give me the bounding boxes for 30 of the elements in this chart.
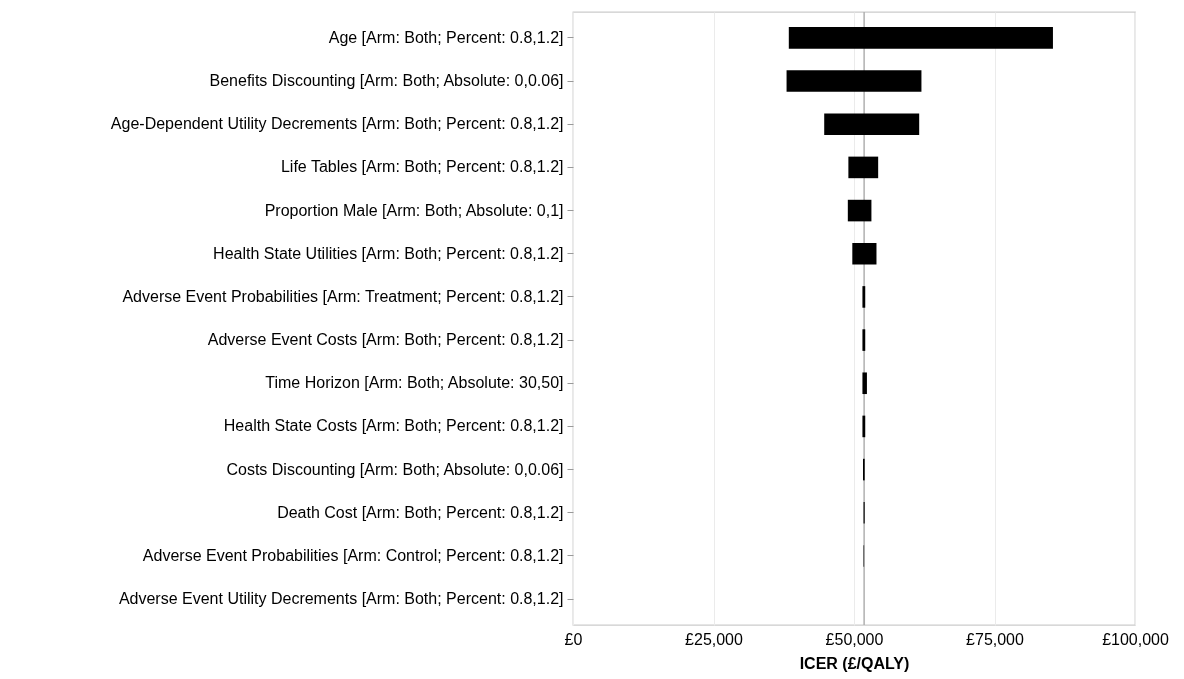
bar xyxy=(847,199,872,222)
y-tick-label: Age-Dependent Utility Decrements [Arm: Both; Percent: 0.8,1.2] xyxy=(110,115,564,133)
bar xyxy=(862,415,866,438)
y-tick-label: Time Horizon [Arm: Both; Absolute: 30,50] xyxy=(265,374,564,392)
bar xyxy=(848,156,879,179)
y-tick-label: Health State Costs [Arm: Both; Percent: 0.8,1.2] xyxy=(223,417,564,435)
y-tick-label: Health State Utilities [Arm: Both; Percent: 0.8,1.2] xyxy=(213,244,564,262)
y-tick-label: Age [Arm: Both; Percent: 0.8,1.2] xyxy=(328,28,564,46)
y-tick-label: Life Tables [Arm: Both; Percent: 0.8,1.2] xyxy=(280,158,564,176)
y-tick-label: Proportion Male [Arm: Both; Absolute: 0,1] xyxy=(264,201,564,219)
y-tick-label: Adverse Event Probabilities [Arm: Control; Percent: 0.8,1.2] xyxy=(142,546,564,564)
x-tick-label: £0 xyxy=(564,630,583,648)
y-tick-label: Costs Discounting [Arm: Both; Absolute: 0,0.06] xyxy=(226,460,564,478)
y-tick-label: Adverse Event Probabilities [Arm: Treatment; Percent: 0.8,1.2] xyxy=(122,287,564,305)
x-tick-label: £100,000 xyxy=(1102,630,1169,648)
y-tick-label: Benefits Discounting [Arm: Both; Absolute: 0,0.06] xyxy=(209,72,564,90)
x-axis-title: ICER (£/QALY) xyxy=(799,654,910,672)
bar xyxy=(852,242,877,265)
bar xyxy=(862,372,867,395)
y-tick-label: Adverse Event Utility Decrements [Arm: Both; Percent: 0.8,1.2] xyxy=(118,590,564,608)
bar xyxy=(862,286,866,308)
y-tick-label: Adverse Event Costs [Arm: Both; Percent: 0.8,1.2] xyxy=(207,331,564,349)
bar xyxy=(786,70,922,92)
bar xyxy=(788,27,1053,49)
x-tick-label: £75,000 xyxy=(966,630,1025,648)
bar xyxy=(824,113,920,136)
x-tick-label: £50,000 xyxy=(825,630,884,648)
y-tick-label: Death Cost [Arm: Both; Percent: 0.8,1.2] xyxy=(277,503,564,521)
bar xyxy=(862,329,866,351)
x-tick-label: £25,000 xyxy=(685,630,744,648)
